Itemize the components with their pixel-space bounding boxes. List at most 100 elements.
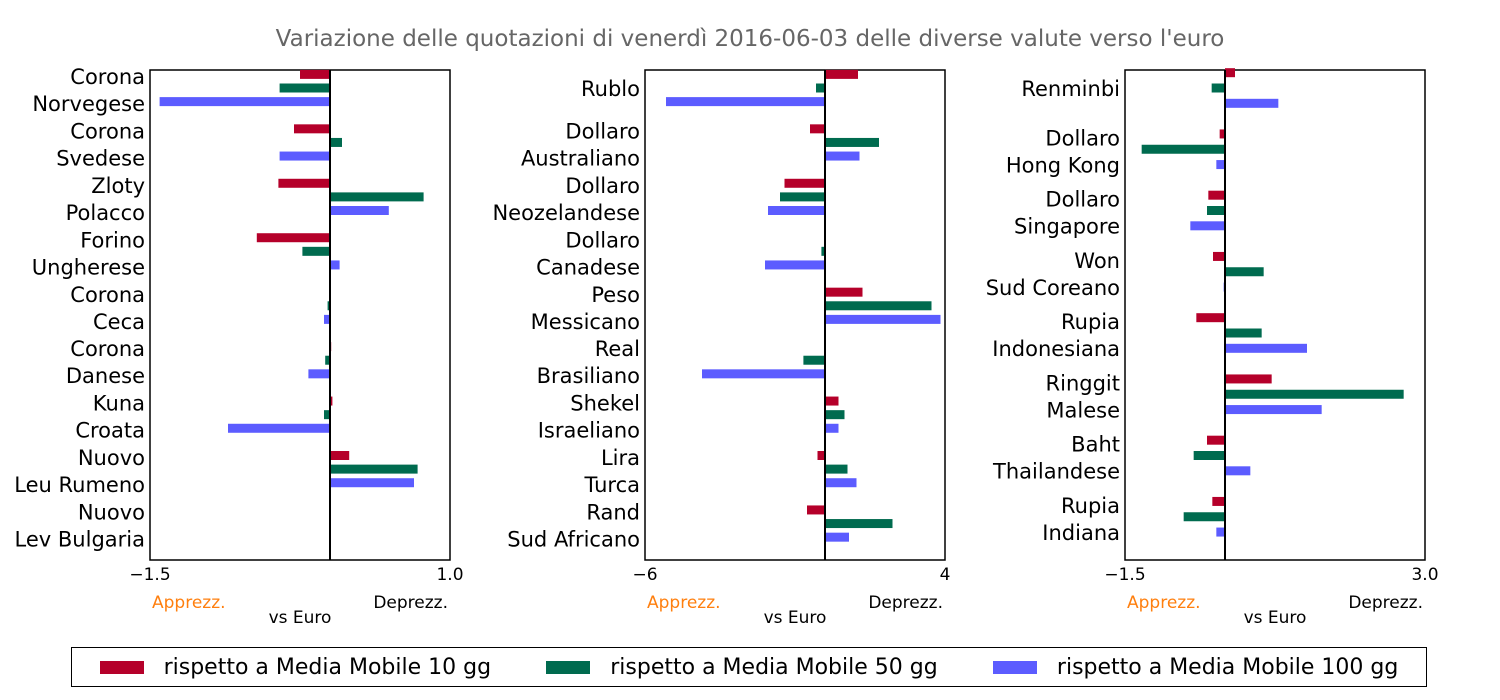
- category-label: Nuovo Leu Rumeno: [14, 446, 145, 497]
- legend-swatch-ma10: [99, 660, 144, 674]
- category-label: Lira Turca: [583, 446, 640, 497]
- category-label: Rand Sud Africano: [507, 501, 640, 552]
- bar-s2-c7: [825, 410, 845, 420]
- bar-s1-c4: [1213, 251, 1225, 261]
- category-line-2: Thailandese: [992, 460, 1120, 484]
- bar-s1-c3: [784, 178, 825, 188]
- category-line-1: Real: [595, 337, 640, 361]
- category-line-1: Ringgit: [1046, 371, 1120, 395]
- apprezz-note: Apprezz.: [1127, 593, 1201, 613]
- category-line-2: Indonesiana: [992, 337, 1120, 361]
- category-line-2: Lev Bulgaria: [15, 528, 145, 552]
- bar-s1-c2: [294, 124, 330, 134]
- category-label: Rupia Indiana: [1042, 494, 1120, 545]
- category-label: Dollaro Canadese: [536, 228, 640, 279]
- bar-s3-c7: [228, 423, 330, 433]
- bar-s2-c8: [825, 464, 848, 474]
- bar-s2-c3: [780, 192, 825, 202]
- category-line-2: Sud Coreano: [986, 276, 1120, 300]
- legend-swatch-ma100: [992, 660, 1037, 674]
- bar-s1-c5: [1196, 313, 1225, 323]
- bar-s1-c5: [825, 287, 863, 297]
- plot-frame: [1124, 69, 1426, 561]
- bar-s1-c1: [300, 69, 330, 79]
- category-label: Real Brasiliano: [537, 337, 640, 388]
- category-label: Peso Messicano: [531, 283, 640, 334]
- bar-s3-c8: [1216, 527, 1225, 537]
- chart-panel-3: Renminbi Dollaro Hong Kong Dollaro Singapore…: [986, 68, 1439, 628]
- category-label: Won Sud Coreano: [986, 249, 1120, 300]
- bar-s2-c3: [1207, 206, 1225, 215]
- category-line-2: Brasiliano: [537, 364, 640, 388]
- bar-s2-c3: [330, 192, 424, 202]
- legend-label-ma10: rispetto a Media Mobile 10 gg: [163, 654, 492, 680]
- category-label: Corona Svedese: [56, 119, 145, 170]
- category-line-2: Singapore: [1014, 215, 1120, 239]
- bar-s3-c1: [1225, 98, 1279, 108]
- bar-s1-c1: [825, 69, 858, 79]
- bar-s3-c3: [1190, 221, 1225, 231]
- category-label: Nuovo Lev Bulgaria: [15, 501, 145, 552]
- bar-s1-c2: [810, 124, 825, 134]
- category-label: Forino Ungherese: [32, 228, 145, 279]
- category-line-1: Won: [1074, 249, 1120, 273]
- bar-s3-c7: [1225, 466, 1251, 476]
- chart-panel-2: Rublo Dollaro Australiano Dollaro Neozelande…: [492, 69, 950, 628]
- bar-s3-c3: [768, 206, 825, 215]
- bar-s3-c2: [1216, 160, 1225, 170]
- category-label: Dollaro Hong Kong: [1006, 126, 1120, 177]
- x-tick-label-min: −6: [632, 565, 657, 585]
- bar-s1-c1: [1225, 68, 1235, 78]
- category-line-1: Dollaro: [565, 174, 640, 198]
- bar-s2-c7: [1193, 451, 1225, 460]
- category-line-2: Hong Kong: [1006, 153, 1120, 177]
- category-line-1: Dollaro: [1045, 126, 1120, 150]
- category-line-2: Sud Africano: [507, 528, 640, 552]
- category-line-2: Croata: [75, 419, 145, 443]
- bar-s1-c3: [1208, 190, 1225, 200]
- x-axis-label: vs Euro: [764, 608, 827, 628]
- category-line-2: Ceca: [93, 310, 145, 334]
- category-label: Dollaro Neozelandese: [492, 174, 640, 225]
- category-line-2: Turca: [583, 473, 640, 497]
- apprezz-note: Apprezz.: [647, 593, 721, 613]
- bar-s3-c6: [1225, 405, 1322, 415]
- bar-s1-c6: [1225, 374, 1272, 384]
- category-label: Kuna Croata: [75, 392, 145, 443]
- bar-s3-c4: [765, 260, 825, 270]
- bar-s2-c2: [825, 137, 879, 147]
- category-label: Zloty Polacco: [66, 174, 145, 225]
- bar-s2-c5: [1225, 328, 1262, 338]
- x-tick-label-min: −1.5: [1104, 565, 1145, 585]
- legend-item-ma100: rispetto a Media Mobile 100 gg: [992, 655, 1398, 680]
- bar-s2-c6: [803, 355, 825, 365]
- bar-s1-c8: [1212, 496, 1225, 506]
- category-line-1: Lira: [601, 446, 640, 470]
- category-line-1: Rand: [586, 501, 640, 525]
- category-label: Corona Ceca: [70, 283, 145, 334]
- category-line-2: Neozelandese: [492, 201, 640, 225]
- bar-s3-c6: [308, 369, 330, 379]
- category-line-1: Forino: [80, 228, 145, 252]
- category-label: Dollaro Singapore: [1014, 188, 1120, 239]
- bar-s2-c4: [1225, 267, 1264, 277]
- category-line-1: Shekel: [570, 392, 640, 416]
- category-line-1: Zloty: [91, 174, 145, 198]
- category-line-2: Leu Rumeno: [14, 473, 145, 497]
- category-line-1: Baht: [1071, 433, 1120, 457]
- x-tick-label-max: 3.0: [1411, 565, 1438, 585]
- bar-s1-c3: [278, 178, 330, 188]
- bar-s2-c1: [1211, 83, 1225, 93]
- bar-s2-c1: [279, 83, 330, 93]
- category-line-2: Polacco: [66, 201, 145, 225]
- category-line-1: Rupia: [1061, 494, 1120, 518]
- category-line-1: Dollaro: [1045, 188, 1120, 212]
- category-line-2: Norvegese: [32, 92, 145, 116]
- x-tick-label-min: −1.5: [129, 565, 170, 585]
- bar-s2-c8: [330, 464, 418, 474]
- legend-item-ma50: rispetto a Media Mobile 50 gg: [546, 655, 938, 680]
- bar-s3-c8: [825, 478, 857, 488]
- category-line-1: Nuovo: [78, 501, 145, 525]
- bar-s3-c5: [825, 314, 941, 324]
- category-line-1: Corona: [70, 65, 145, 89]
